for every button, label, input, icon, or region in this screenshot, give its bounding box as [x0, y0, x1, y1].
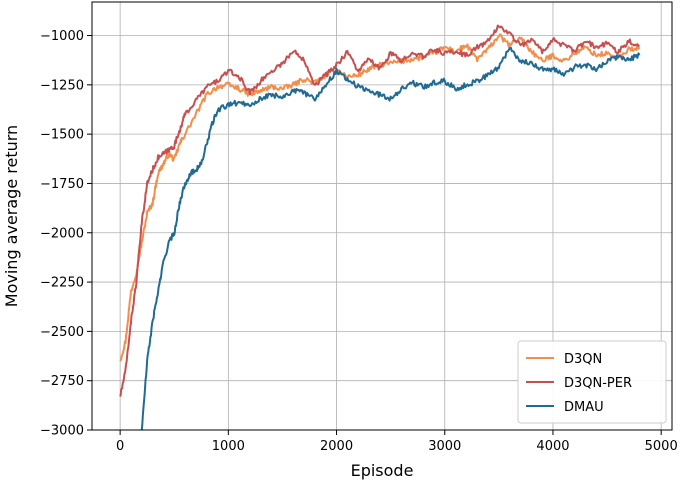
x-axis: 0 1000 2000 3000 4000 5000 — [116, 430, 678, 454]
x-tick-label: 1000 — [212, 439, 245, 454]
legend-label: D3QN — [564, 352, 602, 367]
series-line-d3qn-per — [119, 24, 640, 397]
y-tick-label: −1500 — [40, 128, 84, 143]
x-tick-label: 0 — [116, 439, 124, 454]
y-axis-label: Moving average return — [2, 125, 21, 307]
y-tick-label: −3000 — [40, 424, 84, 439]
legend-label: D3QN-PER — [564, 376, 632, 391]
x-tick-label: 2000 — [320, 439, 353, 454]
legend: D3QN D3QN-PER DMAU — [517, 340, 667, 424]
legend-label: DMAU — [564, 400, 604, 415]
series-layer — [119, 24, 641, 430]
x-tick-label: 5000 — [645, 439, 678, 454]
y-tick-label: −2250 — [40, 276, 84, 291]
y-tick-label: −2000 — [40, 226, 84, 241]
x-tick-label: 3000 — [428, 439, 461, 454]
y-tick-label: −1750 — [40, 177, 84, 192]
y-tick-label: −1250 — [40, 78, 84, 93]
y-tick-label: −1000 — [40, 29, 84, 44]
y-tick-label: −2500 — [40, 325, 84, 340]
legend-box — [517, 340, 667, 424]
y-tick-label: −2750 — [40, 374, 84, 389]
y-axis: −3000 −2750 −2500 −2250 −2000 −1750 −1500 −1250… — [40, 29, 92, 439]
x-axis-label: Episode — [351, 461, 414, 480]
plot-frame — [91, 1, 673, 431]
series-line-dmau — [140, 46, 641, 430]
x-tick-label: 4000 — [536, 439, 569, 454]
